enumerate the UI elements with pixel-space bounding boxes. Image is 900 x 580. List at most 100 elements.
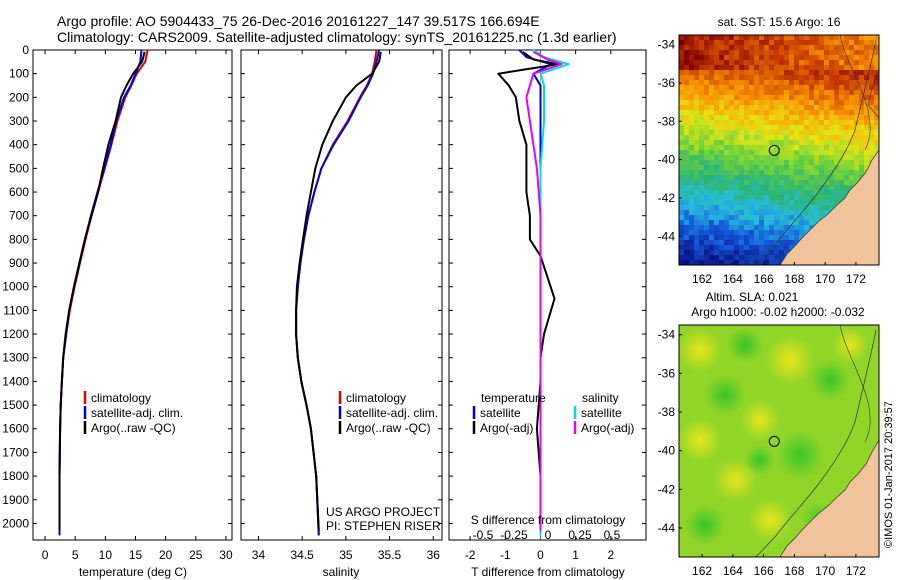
sst-cell — [729, 260, 734, 265]
sst-cell — [804, 80, 809, 85]
sst-cell — [739, 75, 744, 80]
sst-cell — [834, 125, 839, 130]
sst-cell — [834, 45, 839, 50]
sst-cell — [749, 75, 754, 80]
sst-cell — [789, 135, 794, 140]
sst-cell — [784, 155, 789, 160]
sst-cell — [734, 95, 739, 100]
sst-cell — [749, 215, 754, 220]
sst-cell — [774, 40, 779, 45]
sst-cell — [769, 215, 774, 220]
sst-cell — [774, 80, 779, 85]
sst-cell — [809, 85, 814, 90]
sst-cell — [754, 75, 759, 80]
sst-cell — [684, 50, 689, 55]
sst-cell — [764, 110, 769, 115]
sst-cell — [799, 75, 804, 80]
sst-cell — [719, 40, 724, 45]
sst-cell — [819, 160, 824, 165]
sst-cell — [839, 180, 844, 185]
sst-cell — [754, 60, 759, 65]
sst-cell — [739, 110, 744, 115]
sst-cell — [864, 135, 869, 140]
sst-cell — [859, 45, 864, 50]
series-line-argo-raw-qc — [58, 51, 146, 531]
sst-cell — [739, 35, 744, 40]
sst-cell — [744, 70, 749, 75]
sst-cell — [824, 170, 829, 175]
sst-cell — [699, 95, 704, 100]
sst-cell — [829, 40, 834, 45]
sla-blob — [713, 458, 757, 502]
sst-cell — [769, 250, 774, 255]
sst-cell — [739, 105, 744, 110]
sst-cell — [724, 70, 729, 75]
sst-cell — [714, 140, 719, 145]
sst-cell — [714, 70, 719, 75]
sst-cell — [789, 210, 794, 215]
sst-cell — [784, 180, 789, 185]
sst-cell — [744, 190, 749, 195]
legend-label-s-argo: Argo(-adj) — [581, 421, 634, 435]
sst-cell — [854, 165, 859, 170]
sst-cell — [804, 75, 809, 80]
sst-cell — [799, 160, 804, 165]
sst-cell — [699, 90, 704, 95]
sst-cell — [809, 195, 814, 200]
sla-blob — [679, 418, 722, 462]
sst-cell — [829, 175, 834, 180]
lon-tick-label: 162 — [692, 564, 712, 578]
sst-cell — [814, 180, 819, 185]
sst-cell — [739, 40, 744, 45]
sst-cell — [809, 105, 814, 110]
sst-cell — [689, 75, 694, 80]
sst-cell — [709, 225, 714, 230]
sst-cell — [829, 85, 834, 90]
sst-cell — [714, 205, 719, 210]
sst-cell — [874, 140, 879, 145]
sst-cell — [699, 65, 704, 70]
sst-cell — [709, 75, 714, 80]
sst-cell — [734, 85, 739, 90]
sst-cell — [704, 180, 709, 185]
salinity-plot-frame — [240, 49, 443, 541]
sst-cell — [799, 60, 804, 65]
sst-cell — [689, 120, 694, 125]
sst-cell — [739, 65, 744, 70]
sst-cell — [779, 195, 784, 200]
sst-cell — [734, 150, 739, 155]
sst-cell — [704, 65, 709, 70]
sst-cell — [679, 40, 684, 45]
sst-cell — [799, 220, 804, 225]
sst-cell — [869, 35, 874, 40]
sst-cell — [734, 60, 739, 65]
sst-cell — [724, 115, 729, 120]
sst-cell — [834, 110, 839, 115]
sst-cell — [789, 105, 794, 110]
sst-cell — [759, 90, 764, 95]
sst-cell — [754, 175, 759, 180]
sst-cell — [694, 55, 699, 60]
sst-cell — [704, 45, 709, 50]
sst-cell — [769, 245, 774, 250]
sst-cell — [689, 60, 694, 65]
sst-cell — [874, 65, 879, 70]
sst-cell — [819, 65, 824, 70]
legend-group-temperature: temperature — [481, 391, 546, 405]
sst-cell — [784, 165, 789, 170]
sst-cell — [869, 40, 874, 45]
sst-cell — [699, 235, 704, 240]
sst-cell — [784, 235, 789, 240]
salinity-legend: climatology satellite-adj. clim. Argo(..… — [338, 391, 438, 435]
sst-cell — [684, 225, 689, 230]
sst-cell — [784, 250, 789, 255]
sst-map-axis: 162 164 166 168 170 172-34-36-38-40-42-44 — [658, 38, 867, 286]
sst-cell — [689, 110, 694, 115]
sst-cell — [804, 135, 809, 140]
sst-contour — [867, 69, 879, 119]
sst-cell — [724, 215, 729, 220]
sst-cell — [774, 50, 779, 55]
sst-cell — [779, 60, 784, 65]
sst-cell — [814, 175, 819, 180]
sst-cell — [694, 75, 699, 80]
